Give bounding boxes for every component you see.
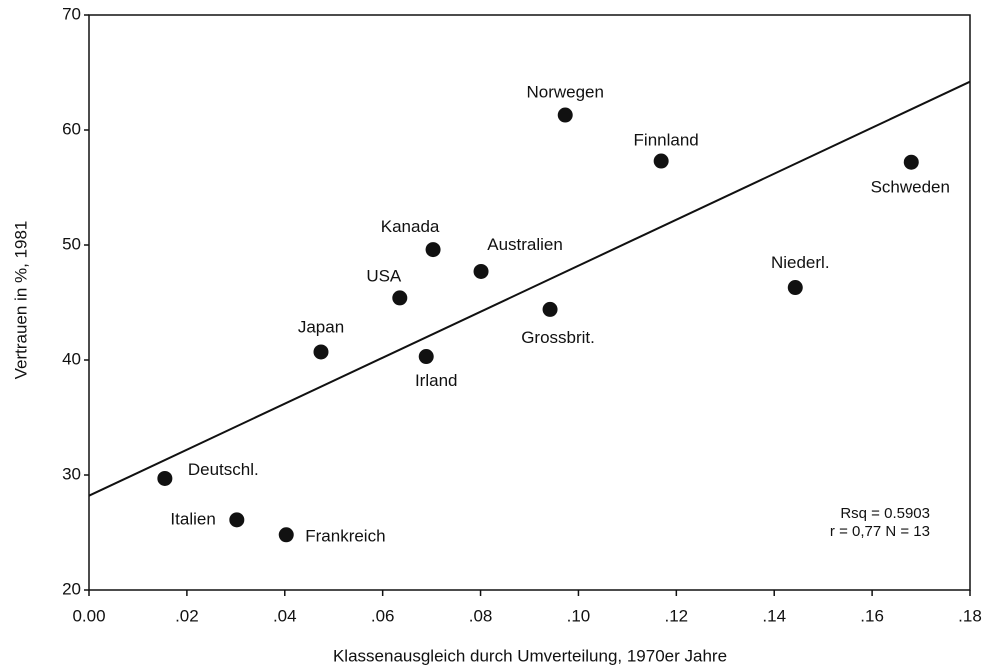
point-label: Schweden (871, 178, 950, 197)
x-tick-label: .18 (958, 606, 982, 625)
x-tick-label: .10 (567, 606, 591, 625)
point-label: Norwegen (526, 83, 604, 102)
x-tick-label: .12 (665, 606, 689, 625)
y-axis-title: Vertrauen in %, 1981 (11, 221, 30, 380)
point (542, 301, 558, 317)
point (425, 242, 441, 258)
y-tick-label: 30 (62, 464, 81, 483)
point-label: Italien (170, 509, 215, 528)
y-tick-label: 70 (62, 4, 81, 23)
y-tick-label: 20 (62, 579, 81, 598)
point-label: Deutschl. (188, 460, 259, 479)
point-label: Australien (487, 235, 563, 254)
x-axis-title: Klassenausgleich durch Umverteilung, 197… (333, 646, 727, 665)
annotation: r = 0,77 N = 13 (830, 523, 930, 540)
point-label: Niederl. (771, 253, 830, 272)
point (157, 470, 173, 486)
y-tick-label: 60 (62, 119, 81, 138)
y-tick-label: 40 (62, 349, 81, 368)
fit-line (88, 80, 971, 497)
point-label: Kanada (381, 217, 440, 236)
x-tick-label: .08 (469, 606, 493, 625)
point (278, 527, 294, 543)
point (313, 344, 329, 360)
point-label: Grossbrit. (521, 328, 595, 347)
point (653, 153, 669, 169)
point (229, 512, 245, 528)
point (473, 263, 489, 279)
y-tick-label: 50 (62, 234, 81, 253)
point-label: Finnland (634, 131, 699, 150)
point (787, 280, 803, 296)
x-tick-label: .16 (860, 606, 884, 625)
point-label: Frankreich (305, 526, 385, 545)
x-tick-label: 0.00 (72, 606, 105, 625)
x-tick-label: .14 (762, 606, 786, 625)
point (418, 349, 434, 365)
point (392, 290, 408, 306)
point-label: Irland (415, 371, 458, 390)
x-tick-label: .06 (371, 606, 395, 625)
x-tick-label: .02 (175, 606, 199, 625)
annotation: Rsq = 0.5903 (840, 505, 930, 522)
point (903, 154, 919, 170)
point (557, 107, 573, 123)
point-label: USA (366, 266, 402, 285)
x-tick-label: .04 (273, 606, 297, 625)
plot-frame (88, 14, 971, 591)
point-label: Japan (298, 317, 344, 336)
